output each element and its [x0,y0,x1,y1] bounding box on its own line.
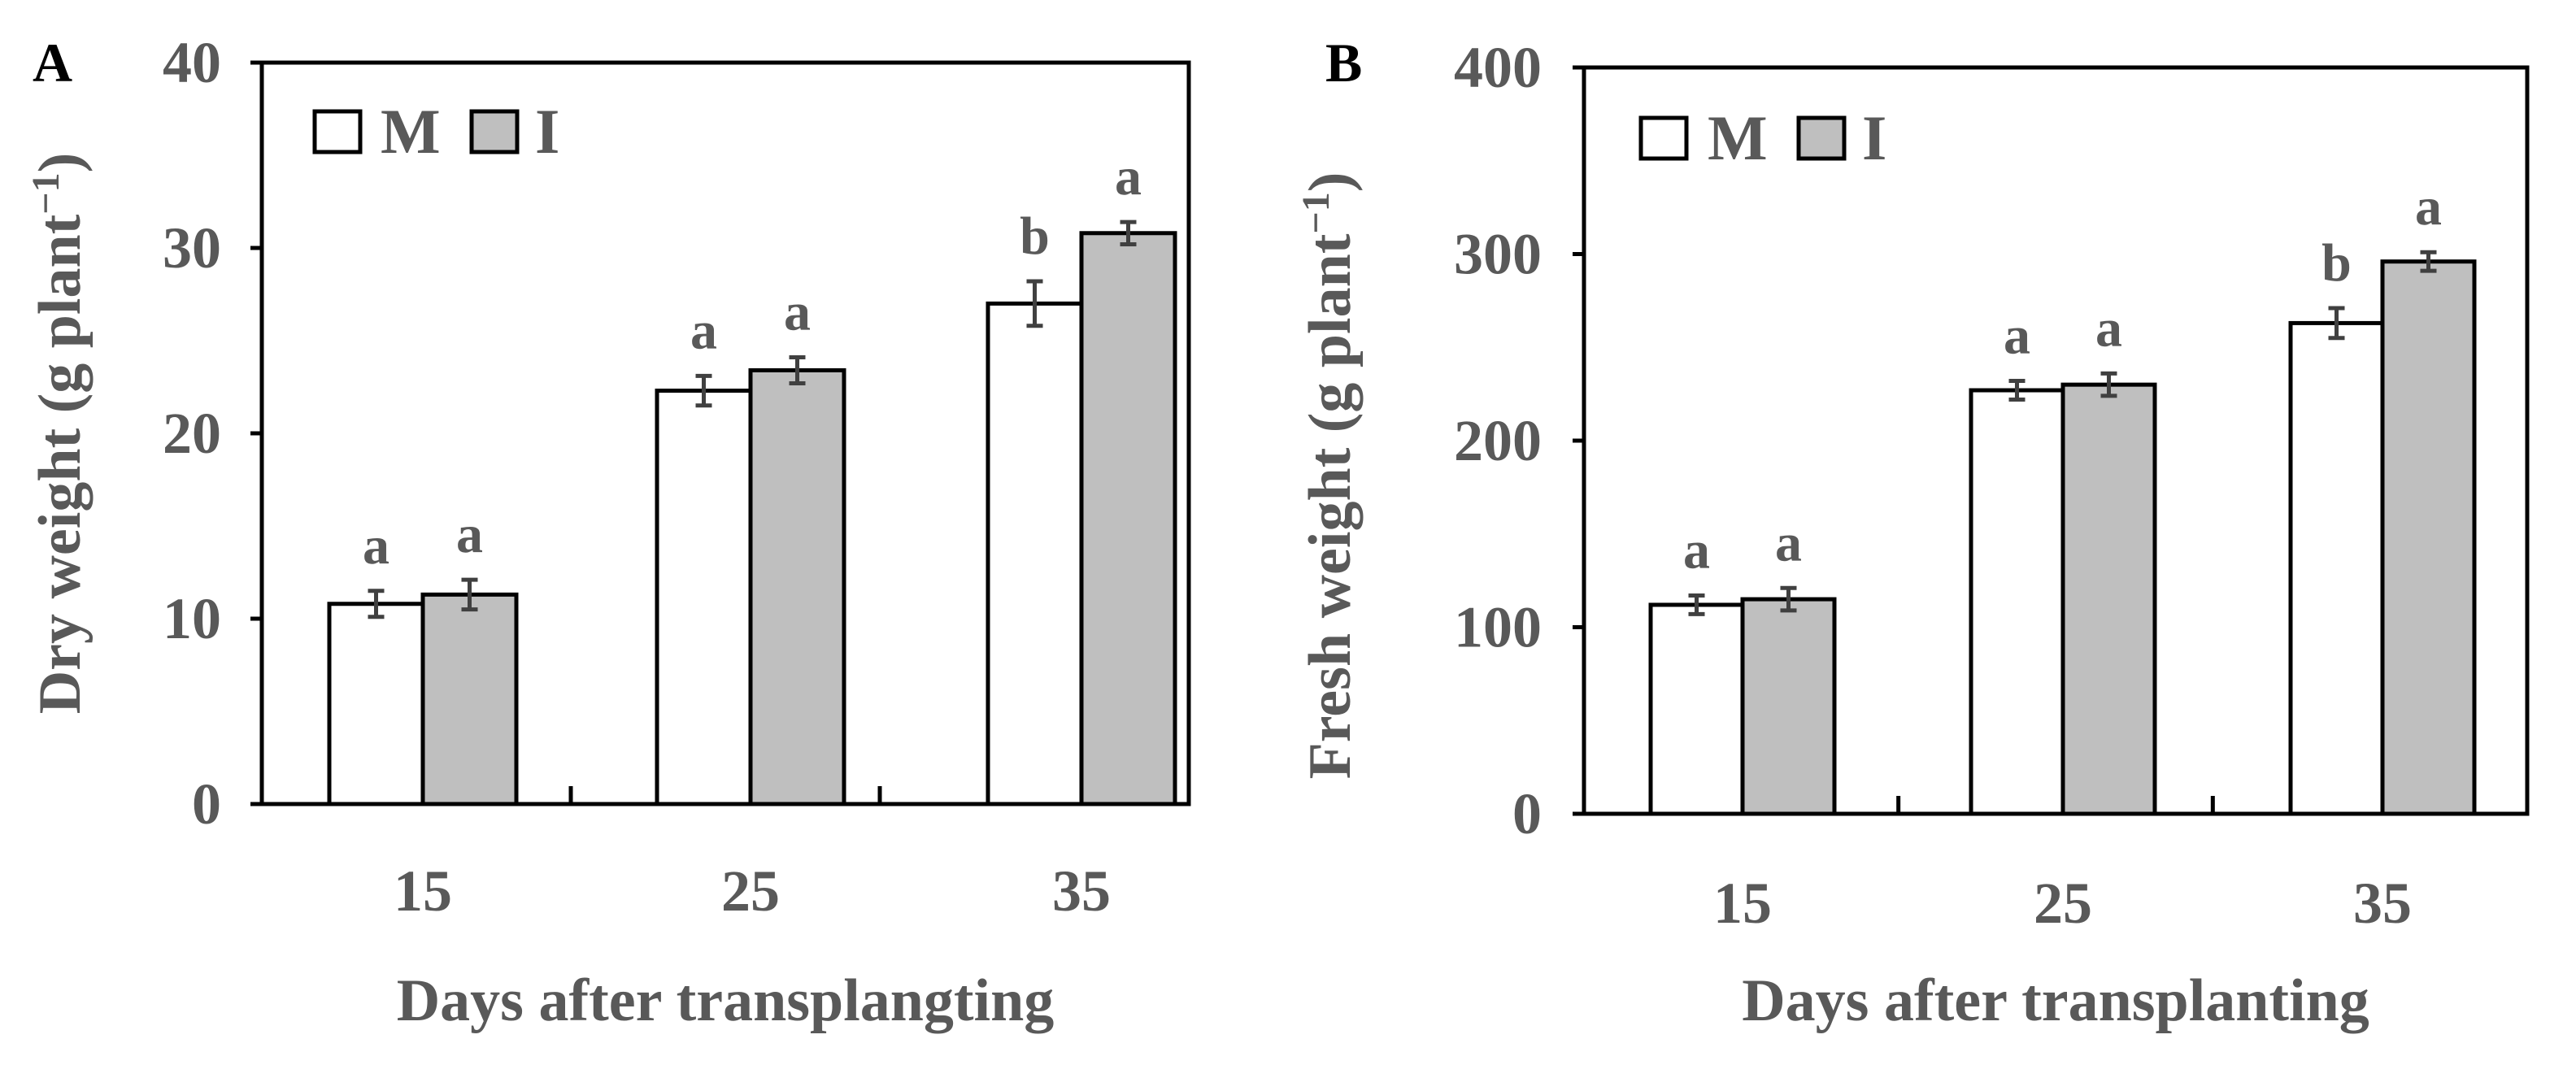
panel-a-bars: a a b a a a [327,147,1177,806]
x-tick-label: 25 [2034,871,2092,936]
panel-a: A Dry weight (g plant−1) Days after tran… [24,30,1191,1034]
y-tick-label: 0 [1512,781,1542,846]
panel-b-legend: M I [1638,102,1886,173]
y-tick-label: 200 [1454,408,1542,473]
panel-b-x-axis-title: Days after transplanting [1742,967,2369,1034]
panel-a-y-axis-title: Dry weight (g plant−1) [24,153,94,715]
panel-a-legend: M I [312,96,559,167]
panel-b-bars: a a b a a a [1648,177,2477,816]
legend-label-i: I [535,96,559,167]
significance-letter: a [1115,147,1142,206]
bar-i-25 [2060,382,2157,816]
x-tick-label: 25 [721,859,780,924]
bar-m-35 [2288,320,2385,816]
significance-letter: a [1683,520,1710,580]
significance-letter: a [2415,177,2442,237]
legend-swatch-i [1796,115,1847,161]
legend-label-m: M [381,96,441,167]
panel-b-letter: B [1325,32,1362,93]
panel-a-x-axis-title: Days after transplangting [397,967,1055,1034]
significance-letter: b [2321,233,2352,293]
y-tick-label: 20 [163,401,221,466]
y-tick-label: 100 [1454,595,1542,660]
svg-text:Dry weight (g plant−1): Dry weight (g plant−1) [24,153,94,715]
y-tick-label: 300 [1454,222,1542,287]
bar-m-35 [986,301,1084,806]
legend-swatch-m [1638,115,1689,161]
significance-letter: a [2004,306,2030,366]
panel-b: B Fresh weight (g plant−1) Days after tr… [1295,32,2530,1034]
x-tick-label: 15 [394,859,452,924]
significance-letter: a [2095,298,2122,358]
panel-b-y-axis-title: Fresh weight (g plant−1) [1295,172,1364,780]
bar-i-35 [1079,231,1177,806]
y-tick-label: 40 [163,30,221,95]
bar-i-35 [2380,259,2477,816]
bar-m-15 [1648,602,1745,816]
y-tick-label: 30 [163,215,221,280]
bar-i-15 [420,592,519,806]
bar-m-25 [1969,388,2065,816]
legend-label-m: M [1708,102,1768,173]
panel-a-y-ticks: 0 10 20 30 40 [163,30,262,837]
panel-b-x-ticks: 15 25 35 [1713,796,2412,936]
significance-letter: b [1020,206,1050,266]
significance-letter: a [784,283,811,342]
legend-swatch-i [469,109,520,154]
bar-i-15 [1740,597,1837,816]
legend-label-i: I [1862,102,1886,173]
legend-swatch-m [312,109,363,154]
significance-letter: a [690,301,717,360]
y-tick-label: 10 [163,586,221,651]
y-tick-label: 400 [1454,35,1542,100]
bar-m-25 [655,389,753,806]
y-tick-label: 0 [192,772,221,837]
bar-i-25 [748,367,846,806]
significance-letter: a [1775,513,1802,572]
significance-letter: a [456,505,483,564]
svg-text:Fresh weight (g plant−1): Fresh weight (g plant−1) [1295,172,1364,780]
significance-letter: a [363,516,389,576]
x-tick-label: 35 [2353,871,2412,936]
x-tick-label: 35 [1052,859,1111,924]
x-tick-label: 15 [1713,871,1772,936]
panel-a-x-ticks: 15 25 35 [394,786,1111,924]
panel-a-letter: A [33,32,72,93]
panel-b-y-ticks: 0 100 200 300 400 [1454,35,1584,846]
bar-m-15 [327,602,425,806]
